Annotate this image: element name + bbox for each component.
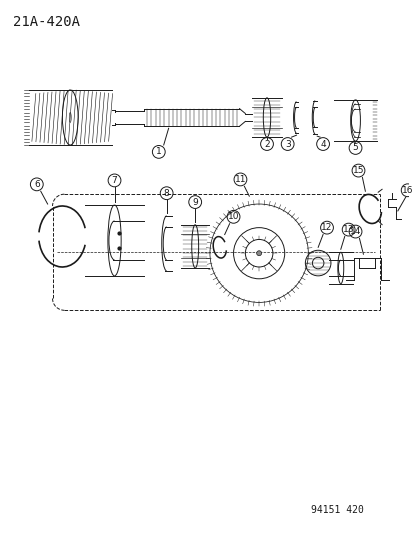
Text: 16: 16 [401,186,413,195]
Text: 7: 7 [112,176,117,185]
Text: 8: 8 [164,189,169,198]
Text: 3: 3 [284,140,290,149]
Circle shape [256,251,261,256]
Text: 1: 1 [156,148,161,156]
Text: 9: 9 [192,198,197,207]
Text: 12: 12 [320,223,332,232]
Text: 2: 2 [263,140,269,149]
Text: 4: 4 [320,140,325,149]
Text: 21A-420A: 21A-420A [13,15,80,29]
Text: 14: 14 [349,227,361,236]
Text: 10: 10 [227,212,239,221]
Text: 15: 15 [352,166,363,175]
Text: 5: 5 [352,143,358,152]
Text: 6: 6 [34,180,40,189]
Text: 13: 13 [342,225,354,234]
Text: 11: 11 [234,175,246,184]
Text: 94151 420: 94151 420 [311,505,363,515]
